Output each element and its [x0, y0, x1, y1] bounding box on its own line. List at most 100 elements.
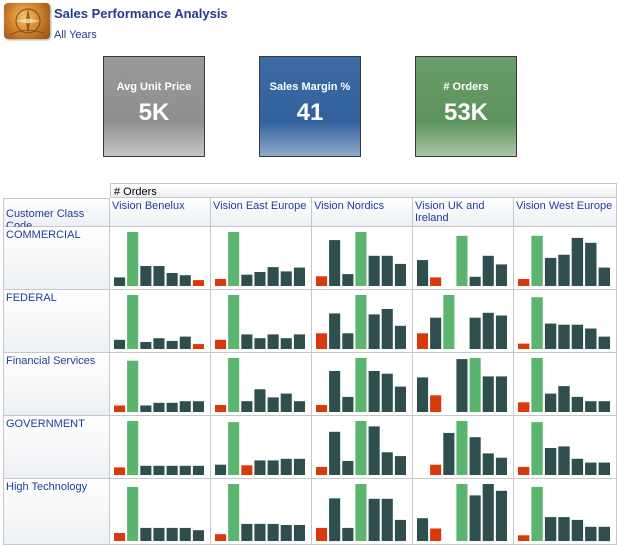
sparkline-bar	[558, 386, 570, 412]
sparkline-bar	[228, 232, 240, 286]
sparkline-bar	[394, 263, 406, 286]
sparkline-cell[interactable]	[110, 227, 211, 290]
sparkline-cell[interactable]	[413, 479, 514, 545]
sparkline-cell[interactable]	[413, 353, 514, 416]
sparkline-bar	[166, 340, 178, 349]
sparkline-bar	[192, 465, 204, 475]
sparkline-bar	[228, 484, 240, 541]
sparkline-cell[interactable]	[110, 290, 211, 353]
sparkline-bar	[241, 334, 253, 349]
row-header-label[interactable]: COMMERCIAL	[6, 229, 81, 241]
sparkline-bar	[531, 358, 543, 412]
sparkline-bar	[280, 393, 292, 412]
sparkline-bar	[140, 465, 152, 475]
pivot-table: # Orders Customer Class Code Vision Benelu…	[3, 183, 617, 545]
sparkline-cell[interactable]	[110, 416, 211, 479]
app-logo	[4, 3, 50, 39]
sparkline-bar	[140, 342, 152, 349]
sparkline-chart	[316, 295, 406, 349]
kpi-label: # Orders	[443, 81, 489, 93]
sparkline-bar	[417, 377, 429, 412]
sparkline-bar	[544, 393, 557, 412]
sparkline-cell[interactable]	[211, 353, 312, 416]
sparkline-cell[interactable]	[211, 416, 312, 479]
sparkline-chart	[430, 421, 507, 475]
sparkline-bar	[368, 371, 380, 412]
sparkline-bar	[114, 339, 126, 349]
sparkline-bar	[355, 358, 367, 412]
sparkline-cell[interactable]	[413, 227, 514, 290]
sparkline-chart	[316, 421, 406, 475]
row-header: Financial Services	[3, 353, 110, 416]
kpi-tile-sales-margin[interactable]: Sales Margin % 41	[259, 56, 361, 157]
sparkline-bar	[518, 535, 530, 541]
sparkline-bar	[228, 358, 240, 412]
sparkline-bar	[518, 466, 530, 475]
sparkline-cell[interactable]	[514, 227, 617, 290]
sparkline-cell[interactable]	[211, 290, 312, 353]
sparkline-bar	[381, 255, 393, 286]
sparkline-bar	[417, 260, 429, 286]
row-header-label[interactable]: High Technology	[6, 481, 88, 493]
sparkline-cell[interactable]	[110, 353, 211, 416]
sparkline-bar	[114, 277, 126, 286]
sparkline-cell[interactable]	[312, 416, 413, 479]
sparkline-bar	[355, 232, 367, 286]
column-header: Vision West Europe	[514, 198, 617, 227]
sparkline-bar	[469, 276, 481, 286]
sparkline-cell[interactable]	[312, 227, 413, 290]
sparkline-bar	[215, 405, 227, 412]
sparkline-bar	[355, 295, 367, 349]
sparkline-bar	[482, 376, 494, 412]
row-header-label[interactable]: Financial Services	[6, 355, 96, 367]
sparkline-bar	[430, 528, 442, 541]
sparkline-cell[interactable]	[413, 416, 514, 479]
sparkline-cell[interactable]	[514, 353, 617, 416]
sparkline-bar	[368, 314, 380, 349]
column-header: Vision Benelux	[110, 198, 211, 227]
sparkline-cell[interactable]	[413, 290, 514, 353]
sparkline-cell[interactable]	[514, 290, 617, 353]
sparkline-bar	[267, 267, 279, 286]
row-header-label[interactable]: FEDERAL	[6, 292, 57, 304]
column-header-label[interactable]: Vision Nordics	[314, 200, 385, 212]
kpi-tile-orders[interactable]: # Orders 53K	[415, 56, 517, 157]
sparkline-bar	[228, 422, 240, 475]
sparkline-bar	[267, 334, 279, 349]
page-title: Sales Performance Analysis	[54, 6, 228, 21]
column-header-label[interactable]: Vision Benelux	[112, 200, 185, 212]
row-header-label[interactable]: GOVERNMENT	[6, 418, 85, 430]
sparkline-bar	[329, 240, 341, 286]
sparkline-bar	[558, 446, 570, 475]
sparkline-bar	[531, 297, 543, 349]
column-header-label[interactable]: Vision UK and Ireland	[415, 200, 485, 224]
sparkline-bar	[495, 457, 507, 475]
column-header-label[interactable]: Vision East Europe	[213, 200, 307, 212]
sparkline-chart	[114, 232, 204, 286]
sparkline-cell[interactable]	[514, 416, 617, 479]
sparkline-bar	[127, 421, 139, 475]
sparkline-bar	[254, 389, 266, 412]
sparkline-bar	[394, 386, 406, 412]
sparkline-bar	[456, 359, 468, 412]
sparkline-bar	[355, 484, 367, 541]
column-header-label[interactable]: Vision West Europe	[516, 200, 613, 212]
sparkline-cell[interactable]	[514, 479, 617, 545]
sparkline-chart	[417, 235, 507, 286]
sparkline-bar	[469, 317, 481, 349]
sparkline-bar	[140, 527, 152, 541]
sparkline-bar	[192, 280, 204, 286]
sparkline-bar	[495, 490, 507, 541]
sparkline-cell[interactable]	[211, 479, 312, 545]
page-subtitle[interactable]: All Years	[54, 29, 97, 41]
sparkline-cell[interactable]	[110, 479, 211, 545]
compass-icon	[9, 8, 45, 36]
sparkline-bar	[495, 264, 507, 286]
kpi-tile-avg-unit-price[interactable]: Avg Unit Price 5K	[103, 56, 205, 157]
sparkline-chart	[114, 360, 204, 412]
sparkline-cell[interactable]	[312, 353, 413, 416]
sparkline-cell[interactable]	[211, 227, 312, 290]
sparkline-cell[interactable]	[312, 290, 413, 353]
sparkline-chart	[215, 232, 305, 286]
sparkline-cell[interactable]	[312, 479, 413, 545]
